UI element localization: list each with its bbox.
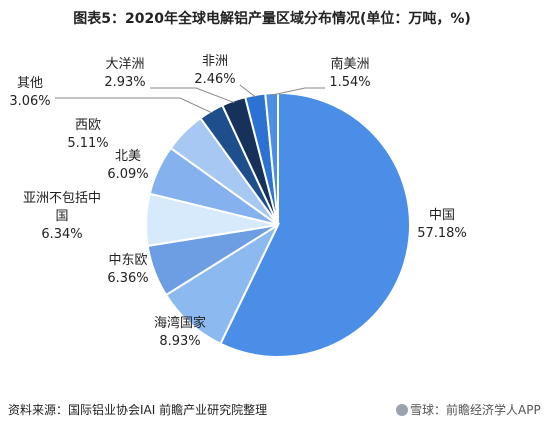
slice-label-africa: 非洲 bbox=[202, 54, 228, 69]
credit-note: 雪球：前瞻经济学人APP bbox=[396, 401, 541, 418]
slice-value-cee: 6.36% bbox=[107, 271, 148, 286]
slice-label-cee: 中东欧 bbox=[108, 253, 147, 268]
slice-value-na: 6.09% bbox=[107, 167, 148, 182]
pie-slice-china bbox=[219, 91, 411, 358]
slice-value-we: 5.11% bbox=[67, 136, 108, 151]
slice-label-asia: 亚洲不包括中 bbox=[23, 191, 101, 206]
slice-label-other: 其他 bbox=[17, 76, 43, 91]
slice-value-asia: 6.34% bbox=[41, 227, 82, 242]
slice-value-gulf: 8.93% bbox=[159, 334, 200, 349]
slice-value-oceania: 2.93% bbox=[104, 75, 145, 90]
slice-label-china: 中国 bbox=[429, 208, 455, 223]
leader-line-sa bbox=[271, 87, 325, 96]
source-note: 资料来源：国际铝业协会IAI 前瞻产业研究院整理 bbox=[8, 403, 268, 417]
slice-value-china: 57.18% bbox=[417, 226, 467, 241]
pie-slice-sa bbox=[264, 91, 279, 226]
slice-label-we: 西欧 bbox=[75, 118, 101, 133]
slice-label-gulf: 海湾国家 bbox=[154, 315, 206, 331]
credit-text: 雪球：前瞻经济学人APP bbox=[410, 403, 541, 417]
slice-label-oceania: 大洋洲 bbox=[105, 57, 144, 72]
leader-line-oceania bbox=[150, 87, 235, 104]
slice-label-na: 北美 bbox=[115, 149, 141, 164]
slice-value-sa: 1.54% bbox=[329, 75, 370, 90]
chart-title: 图表5：2020年全球电解铝产量区域分布情况(单位：万吨，%) bbox=[73, 11, 471, 27]
snowball-icon bbox=[396, 404, 408, 416]
leader-line-africa bbox=[239, 84, 256, 98]
slice-value-africa: 2.46% bbox=[194, 72, 235, 87]
slice-label-sa: 南美洲 bbox=[330, 56, 369, 72]
leader-line-other bbox=[55, 97, 213, 114]
slice-value-other: 3.06% bbox=[9, 94, 50, 109]
slice-label-cont-asia: 国 bbox=[55, 209, 68, 224]
